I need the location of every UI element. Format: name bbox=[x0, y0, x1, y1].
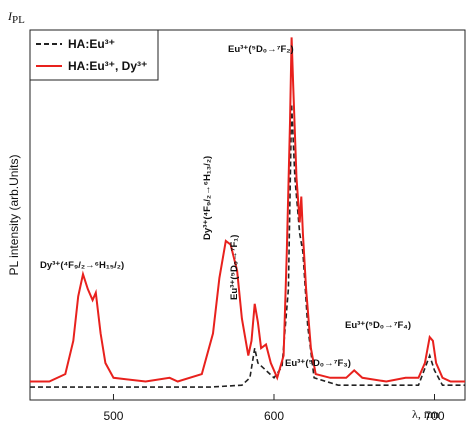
x-axis-label: λ, nm bbox=[412, 407, 440, 421]
x-tick-label: 600 bbox=[264, 409, 284, 423]
x-tick-label: 700 bbox=[424, 409, 444, 423]
legend-label: HA:Eu³⁺ bbox=[68, 37, 115, 51]
y-axis-label: PL intensity (arb.Units) bbox=[7, 155, 21, 276]
annotation: Eu³⁺(⁵D₀→⁷F₃) bbox=[285, 358, 351, 369]
annotation: Dy³⁺(⁴F₉/₂→⁶H₁₃/₂) bbox=[202, 156, 213, 240]
annotation: Eu³⁺(⁵D₀→⁷F₂) bbox=[228, 44, 294, 55]
series-line bbox=[30, 37, 465, 383]
y-symbol: IPL bbox=[7, 9, 25, 26]
annotation: Eu³⁺(⁵D₀→⁷F₁) bbox=[229, 235, 240, 300]
symbol-sub: PL bbox=[12, 14, 25, 26]
x-tick-label: 500 bbox=[103, 409, 123, 423]
legend-box bbox=[29, 29, 159, 81]
series-line bbox=[30, 103, 465, 388]
legend-label: HA:Eu³⁺, Dy³⁺ bbox=[68, 59, 147, 73]
annotation: Eu³⁺(⁵D₀→⁷F₄) bbox=[345, 320, 411, 331]
symbol-main: I bbox=[7, 9, 13, 23]
plot-frame bbox=[29, 29, 466, 401]
annotation: Dy³⁺(⁴F₉/₂→⁶H₁₅/₂) bbox=[40, 260, 124, 271]
